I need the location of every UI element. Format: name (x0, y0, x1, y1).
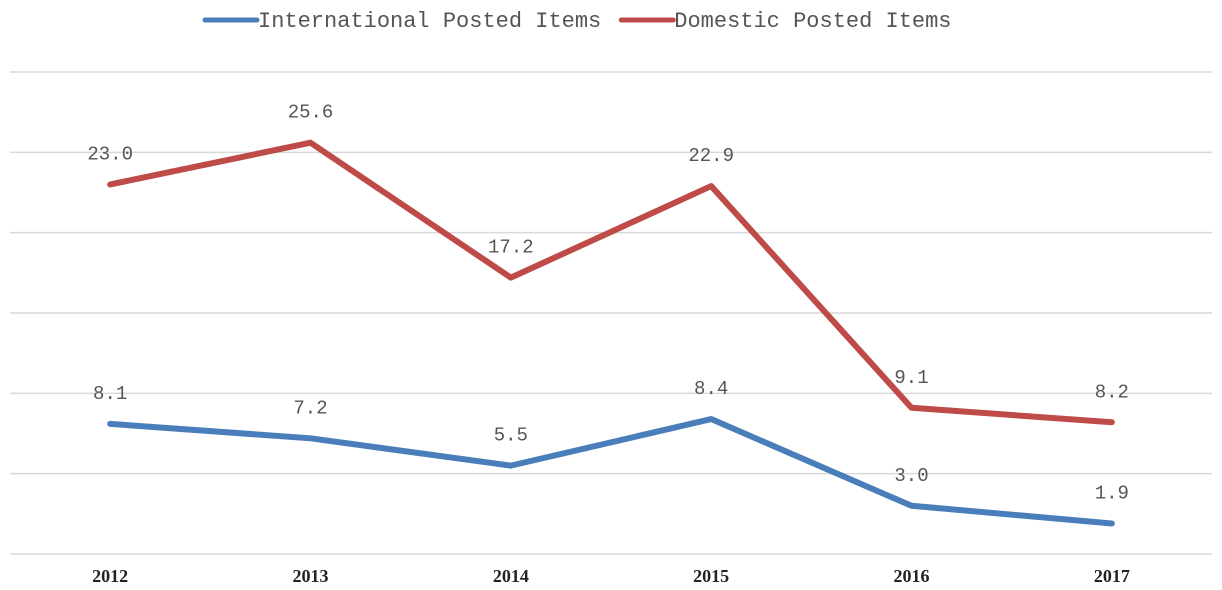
data-label: 8.1 (93, 383, 127, 405)
x-tick-label: 2015 (693, 566, 729, 586)
data-label: 9.1 (894, 367, 928, 389)
data-label: 5.5 (494, 425, 528, 447)
data-label: 3.0 (894, 465, 928, 487)
data-label: 7.2 (293, 397, 327, 419)
legend-label: Domestic Posted Items (674, 9, 951, 34)
data-label: 17.2 (488, 237, 534, 259)
series-line (107, 139, 1115, 426)
legend-label: International Posted Items (258, 9, 601, 34)
data-label: 25.6 (288, 102, 334, 124)
x-tick-label: 2013 (293, 566, 329, 586)
x-tick-label: 2016 (894, 566, 930, 586)
x-tick-label: 2014 (493, 566, 529, 586)
series-line (107, 416, 1115, 527)
x-tick-label: 2017 (1094, 566, 1130, 586)
data-label: 22.9 (688, 145, 734, 167)
data-label: 1.9 (1095, 482, 1129, 504)
x-tick-label: 2012 (92, 566, 128, 586)
data-label: 8.2 (1095, 381, 1129, 403)
data-label: 23.0 (87, 143, 133, 165)
data-label: 8.4 (694, 378, 728, 400)
